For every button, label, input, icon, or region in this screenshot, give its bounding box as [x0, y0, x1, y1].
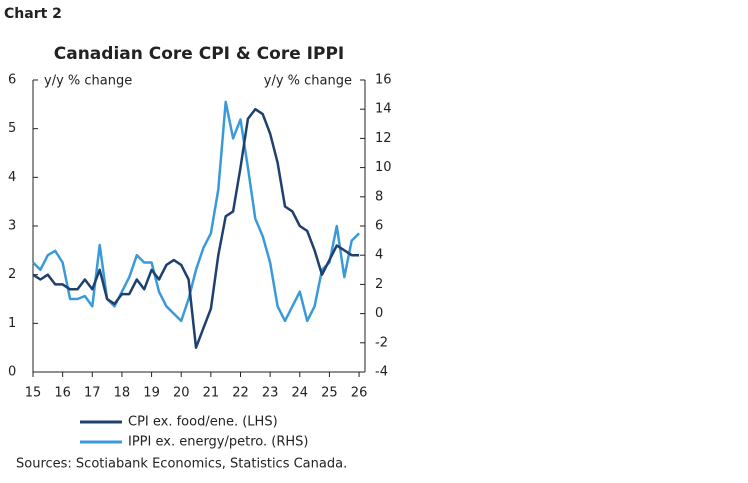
y-tick-label: 4 — [8, 170, 16, 185]
y2-tick-label: -4 — [375, 365, 388, 380]
y-tick-label: 1 — [8, 316, 16, 331]
x-tick-label: 23 — [262, 386, 279, 401]
y2-tick-label: 10 — [375, 160, 392, 175]
x-tick-label: 26 — [351, 386, 368, 401]
y2-tick-label: 0 — [375, 306, 383, 321]
y-axis-label: y/y % change — [44, 74, 132, 89]
x-tick-label: 17 — [84, 386, 101, 401]
y-tick-label: 3 — [8, 219, 16, 234]
x-tick-label: 24 — [292, 386, 309, 401]
x-tick-label: 19 — [143, 386, 160, 401]
chart-label: Chart 2 — [4, 6, 62, 22]
series-line — [32, 107, 360, 349]
y2-tick-label: 16 — [375, 73, 392, 88]
y2-tick-label: -2 — [375, 335, 388, 350]
x-tick-label: 22 — [232, 386, 249, 401]
y2-tick-label: 6 — [375, 219, 383, 234]
x-tick-label: 18 — [114, 386, 131, 401]
x-tick-label: 21 — [203, 386, 220, 401]
y2-tick-label: 12 — [375, 131, 392, 146]
legend-label: IPPI ex. energy/petro. (RHS) — [128, 435, 308, 450]
y2-tick-label: 14 — [375, 102, 392, 117]
x-tick-label: 15 — [25, 386, 42, 401]
y-tick-label: 5 — [8, 121, 16, 136]
y2-axis-label: y/y % change — [264, 74, 352, 89]
legend-label: CPI ex. food/ene. (LHS) — [128, 415, 278, 430]
y-tick-label: 2 — [8, 267, 16, 282]
source: Sources: Scotiabank Economics, Statistic… — [16, 457, 347, 472]
y2-tick-label: 2 — [375, 277, 383, 292]
chart-title: Canadian Core CPI & Core IPPI — [54, 44, 344, 64]
y2-tick-label: 4 — [375, 248, 383, 263]
x-tick-label: 16 — [54, 386, 71, 401]
y-tick-label: 6 — [8, 73, 16, 88]
x-tick-label: 25 — [321, 386, 338, 401]
y2-tick-label: 8 — [375, 189, 383, 204]
y-tick-label: 0 — [8, 365, 16, 380]
series-line — [32, 100, 360, 323]
x-tick-label: 20 — [173, 386, 190, 401]
